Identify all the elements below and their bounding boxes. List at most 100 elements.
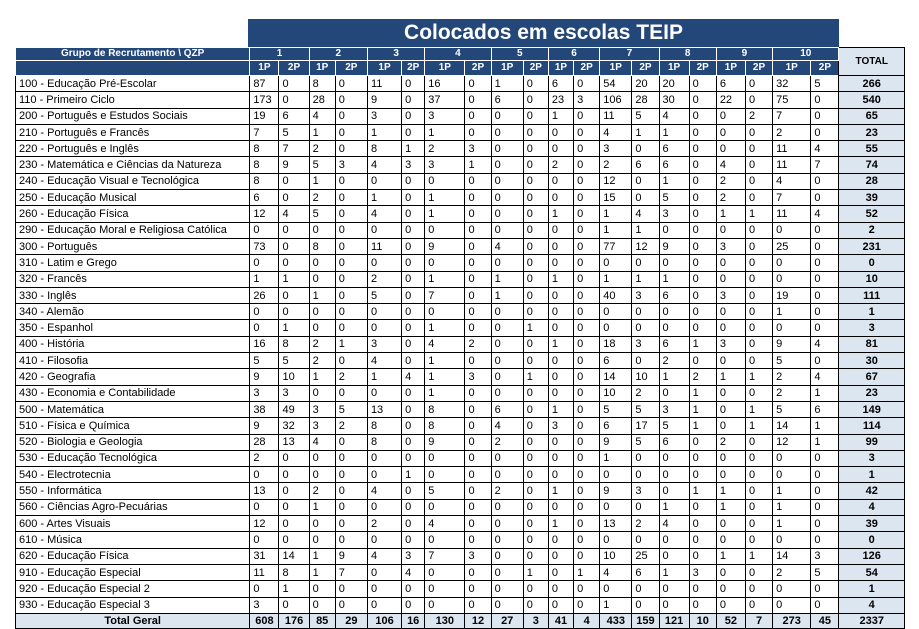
cell-value: 0: [547, 466, 575, 484]
cell-value: 0: [573, 74, 601, 93]
cell-value: 0: [401, 237, 426, 256]
row-label: 320 - Francês: [14, 270, 251, 288]
row-total: 1: [838, 580, 905, 598]
cell-value: 5: [631, 400, 660, 419]
cell-value: 0: [772, 596, 812, 614]
cell-value: 0: [464, 189, 492, 207]
cell-value: 0: [308, 303, 336, 321]
cell-value: 0: [688, 286, 717, 305]
cell-value: 0: [401, 400, 426, 419]
cell-value: 0: [688, 433, 717, 451]
cell-value: 0: [688, 123, 717, 142]
cell-value: 1: [631, 221, 660, 239]
cell-value: 4: [308, 107, 336, 125]
cell-value: 0: [688, 254, 717, 272]
cell-value: 0: [547, 123, 575, 142]
cell-value: 8: [366, 433, 403, 451]
cell-value: 0: [522, 107, 549, 125]
cell-value: 0: [334, 123, 368, 142]
cell-value: 0: [631, 531, 660, 549]
cell-value: 0: [334, 466, 368, 484]
cell-value: 0: [366, 303, 403, 321]
cell-value: 1: [334, 335, 368, 354]
cell-value: 2: [631, 384, 660, 402]
cell-value: 0: [744, 140, 774, 158]
cell-value: 1: [744, 368, 774, 386]
cell-value: 0: [464, 237, 492, 256]
cell-value: 0: [744, 270, 774, 288]
cell-value: 1: [249, 270, 280, 288]
cell-value: 0: [810, 91, 840, 109]
row-label: 330 - Inglês: [14, 286, 251, 305]
cell-value: 0: [522, 140, 549, 158]
cell-value: 0: [278, 286, 310, 305]
cell-value: 1: [424, 270, 466, 288]
sub-header-2p: 2P: [573, 60, 601, 76]
cell-value: 0: [573, 547, 601, 565]
cell-value: 1: [424, 384, 466, 402]
cell-value: 0: [464, 286, 492, 305]
cell-value: 4: [366, 156, 403, 174]
cell-value: 1: [401, 466, 426, 484]
cell-value: 0: [401, 91, 426, 109]
cell-value: 0: [490, 303, 524, 321]
cell-value: 2: [490, 433, 524, 451]
cell-value: 3: [464, 368, 492, 386]
group-subheader-blank: [14, 60, 251, 76]
cell-value: 0: [688, 319, 717, 337]
cell-value: 0: [278, 596, 310, 614]
cell-value: 0: [522, 189, 549, 207]
cell-value: 0: [464, 449, 492, 468]
row-total: 266: [838, 74, 905, 93]
row-label: 250 - Educação Musical: [14, 189, 251, 207]
row-label: 220 - Português e Inglês: [14, 140, 251, 158]
cell-value: 0: [573, 466, 601, 484]
cell-value: 0: [334, 498, 368, 517]
cell-value: 0: [464, 400, 492, 419]
cell-value: 3: [464, 140, 492, 158]
cell-value: 0: [715, 352, 746, 370]
cell-value: 0: [599, 319, 633, 337]
cell-value: 28: [308, 91, 336, 109]
sub-header-1p: 1P: [249, 60, 280, 76]
cell-value: 0: [249, 303, 280, 321]
cell-value: 0: [464, 107, 492, 125]
cell-value: 0: [744, 189, 774, 207]
cell-value: 0: [278, 531, 310, 549]
cell-value: 1: [688, 400, 717, 419]
sub-header-1p: 1P: [772, 60, 812, 76]
row-label: 310 - Latim e Grego: [14, 254, 251, 272]
cell-value: 2: [308, 140, 336, 158]
cell-value: 0: [715, 466, 746, 484]
table-body: 100 - Educação Pré-Escolar 87 0 8 0 11 0 16 0 1 0 6…: [14, 74, 905, 629]
cell-value: 0: [522, 449, 549, 468]
row-label: 350 - Espanhol: [14, 319, 251, 337]
sub-header-2p: 2P: [401, 60, 426, 76]
cell-value: 0: [490, 596, 524, 614]
cell-value: 0: [547, 319, 575, 337]
cell-value: 0: [490, 368, 524, 386]
cell-value: 0: [308, 515, 336, 533]
cell-value: 0: [308, 531, 336, 549]
cell-value: 6: [599, 352, 633, 370]
cell-value: 6: [490, 91, 524, 109]
cell-value: 3: [547, 417, 575, 435]
cell-value: 1: [424, 368, 466, 386]
cell-value: 0: [772, 270, 812, 288]
table-row: 510 - Física e Química 9 32 3 2 8 0 8 0 4 0 3 0 6 17 5 1…: [14, 417, 905, 435]
cell-value: 0: [744, 123, 774, 142]
table-row: 600 - Artes Visuais 12 0 0 0 2 0 4 0 0 0 1 0 13 2 4 0 0 0 1…: [14, 515, 905, 533]
sub-header-1p: 1P: [547, 60, 575, 76]
cell-value: 9: [334, 547, 368, 565]
sub-header-2p: 2P: [744, 60, 774, 76]
cell-value: 1: [401, 140, 426, 158]
row-total: 0: [838, 531, 905, 549]
cell-value: 0: [715, 384, 746, 402]
cell-value: 22: [715, 91, 746, 109]
cell-value: 4: [308, 433, 336, 451]
cell-value: 0: [490, 547, 524, 565]
sub-header-2p: 2P: [522, 60, 549, 76]
cell-value: 7: [278, 140, 310, 158]
